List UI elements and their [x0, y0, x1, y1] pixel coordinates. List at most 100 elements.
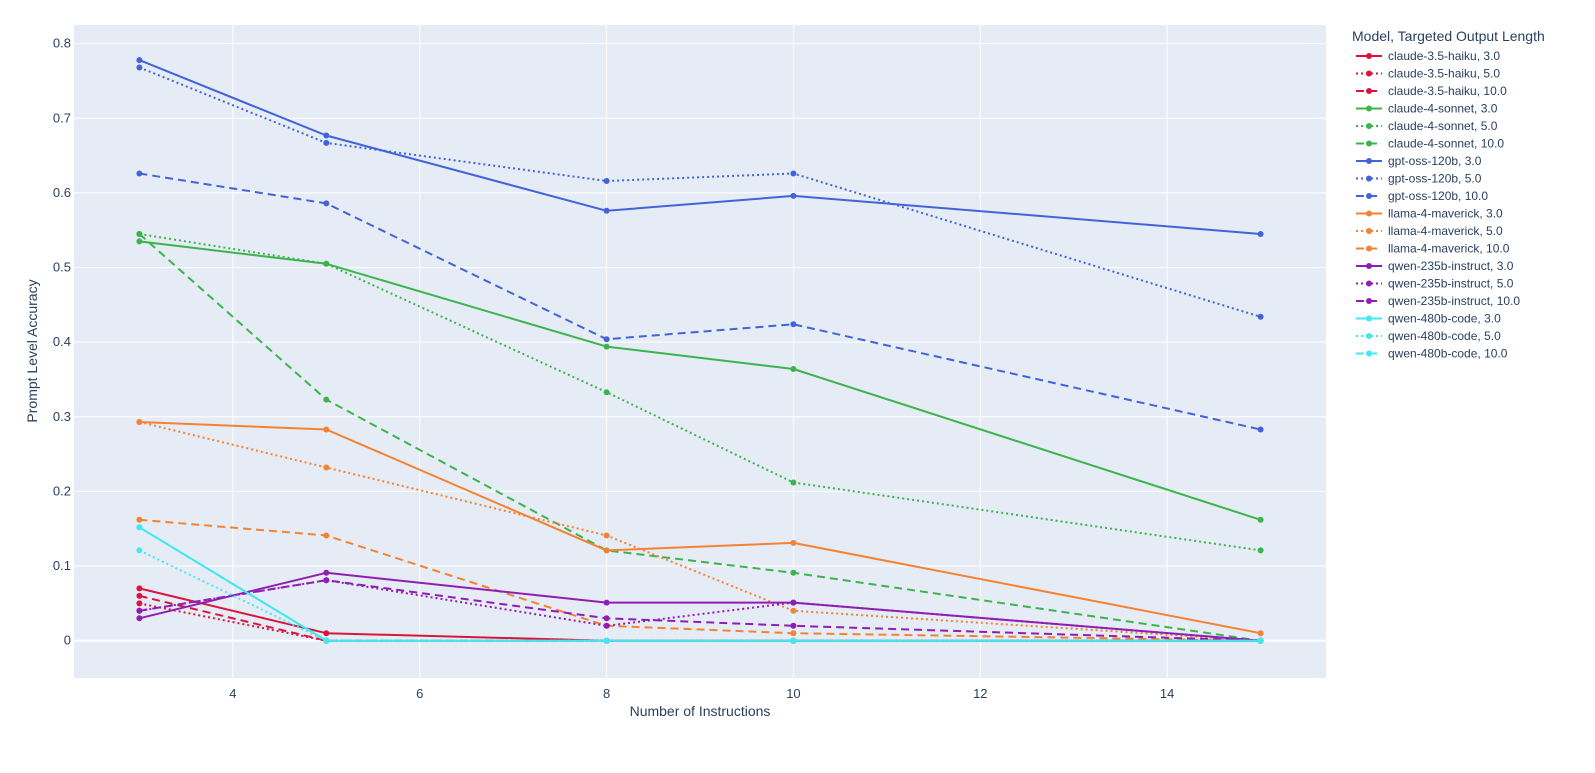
legend-item[interactable]: claude-4-sonnet, 3.0: [1356, 102, 1498, 116]
legend-item[interactable]: llama-4-maverick, 3.0: [1356, 207, 1503, 221]
data-point: [603, 343, 610, 350]
y-tick-label: 0: [64, 633, 71, 648]
series-line: [138, 549, 1261, 642]
data-point: [1257, 637, 1264, 644]
data-point: [790, 607, 797, 614]
legend-marker: [1366, 280, 1372, 287]
y-tick-label: 0.7: [53, 110, 71, 125]
data-point: [790, 479, 797, 486]
y-tick-label: 0.2: [53, 483, 71, 498]
legend-label: claude-3.5-haiku, 5.0: [1388, 67, 1500, 81]
data-point: [603, 178, 610, 184]
legend-item[interactable]: gpt-oss-120b, 3.0: [1356, 154, 1482, 168]
y-tick-label: 0.1: [53, 558, 71, 573]
data-point: [136, 547, 143, 554]
y-tick-label: 0.5: [53, 260, 71, 275]
data-point: [603, 547, 610, 554]
legend-label: gpt-oss-120b, 3.0: [1388, 154, 1482, 168]
y-tick-label: 0.8: [53, 36, 71, 51]
data-point: [323, 396, 330, 403]
data-point: [1257, 231, 1264, 237]
data-point: [790, 192, 797, 199]
legend-item[interactable]: claude-4-sonnet, 5.0: [1356, 119, 1498, 133]
legend-label: claude-4-sonnet, 5.0: [1388, 119, 1498, 133]
legend-item[interactable]: claude-3.5-haiku, 3.0: [1356, 49, 1500, 63]
legend-item[interactable]: qwen-235b-instruct, 5.0: [1356, 277, 1514, 291]
legend-marker: [1366, 263, 1372, 269]
data-point: [136, 231, 143, 237]
series-6: [136, 57, 1264, 237]
legend-item[interactable]: qwen-235b-instruct, 10.0: [1356, 294, 1520, 308]
series-line: [139, 579, 1261, 642]
legend-label: claude-3.5-haiku, 10.0: [1388, 84, 1507, 98]
data-point: [790, 637, 797, 644]
legend-item[interactable]: qwen-480b-code, 10.0: [1356, 347, 1508, 361]
legend-item[interactable]: claude-3.5-haiku, 5.0: [1356, 67, 1500, 81]
legend-item[interactable]: gpt-oss-120b, 5.0: [1356, 172, 1482, 186]
data-point: [603, 532, 610, 539]
legend-label: qwen-480b-code, 10.0: [1388, 347, 1508, 361]
y-tick-label: 0.4: [53, 334, 71, 349]
data-point: [136, 600, 143, 607]
legend-marker: [1366, 245, 1372, 252]
legend-marker: [1366, 53, 1372, 59]
legend-item[interactable]: qwen-480b-code, 3.0: [1356, 312, 1501, 326]
data-point: [603, 389, 610, 396]
legend-marker: [1366, 298, 1372, 304]
data-point: [603, 336, 610, 343]
data-point: [323, 464, 330, 471]
legend-label: qwen-235b-instruct, 3.0: [1388, 259, 1514, 273]
data-point: [136, 615, 143, 622]
data-point: [136, 64, 143, 71]
data-point: [323, 637, 330, 644]
series-7: [136, 64, 1264, 320]
legend-label: qwen-235b-instruct, 10.0: [1388, 294, 1520, 308]
legend-item[interactable]: claude-4-sonnet, 10.0: [1356, 137, 1504, 151]
series-group: [136, 57, 1264, 644]
legend-label: qwen-480b-code, 5.0: [1388, 329, 1501, 343]
data-point: [323, 630, 330, 637]
x-tick-label: 12: [973, 686, 987, 701]
legend-label: llama-4-maverick, 10.0: [1388, 242, 1510, 256]
data-point: [790, 366, 797, 372]
legend-item[interactable]: claude-3.5-haiku, 10.0: [1356, 84, 1507, 98]
data-point: [136, 607, 143, 614]
legend-item[interactable]: llama-4-maverick, 10.0: [1356, 242, 1510, 256]
data-point: [323, 139, 330, 146]
legend-marker: [1366, 315, 1372, 322]
data-point: [323, 577, 330, 584]
data-point: [136, 585, 143, 592]
data-point: [790, 630, 797, 637]
series-line: [138, 233, 1261, 642]
data-point: [790, 321, 797, 328]
data-point: [790, 599, 797, 606]
legend-marker: [1366, 123, 1372, 129]
x-tick-label: 10: [786, 686, 800, 701]
legend-label: claude-4-sonnet, 3.0: [1388, 102, 1498, 116]
x-tick-label: 4: [229, 686, 236, 701]
data-point: [603, 615, 610, 622]
data-point: [1257, 313, 1264, 320]
legend-label: llama-4-maverick, 3.0: [1388, 207, 1503, 221]
legend-marker: [1366, 88, 1372, 94]
legend-item[interactable]: qwen-480b-code, 5.0: [1356, 329, 1501, 343]
series-17: [136, 524, 1264, 644]
data-point: [603, 622, 610, 629]
plot-background: [74, 25, 1326, 678]
x-tick-label: 6: [416, 686, 423, 701]
data-point: [790, 622, 797, 629]
data-point: [136, 238, 143, 245]
legend-label: qwen-480b-code, 3.0: [1388, 312, 1501, 326]
legend-marker: [1366, 228, 1372, 234]
legend-label: gpt-oss-120b, 5.0: [1388, 172, 1482, 186]
legend-marker: [1366, 175, 1372, 182]
data-point: [323, 260, 330, 267]
data-point: [136, 524, 143, 531]
legend-item[interactable]: qwen-235b-instruct, 3.0: [1356, 259, 1514, 273]
legend-marker: [1366, 158, 1372, 164]
legend-item[interactable]: llama-4-maverick, 5.0: [1356, 224, 1503, 238]
legend-marker: [1366, 140, 1372, 147]
data-point: [323, 200, 330, 207]
legend-item[interactable]: gpt-oss-120b, 10.0: [1356, 189, 1488, 203]
